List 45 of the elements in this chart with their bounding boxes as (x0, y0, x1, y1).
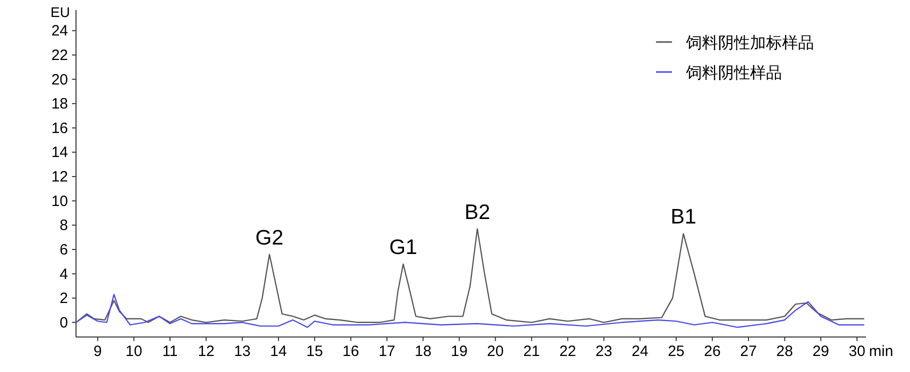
y-tick-label: 2 (60, 290, 68, 308)
x-tick-label: 30 (848, 343, 866, 360)
x-tick-label: 29 (812, 343, 830, 360)
x-tick-label: 15 (306, 343, 323, 360)
x-tick-label: 14 (270, 343, 287, 360)
x-tick-label: 16 (342, 343, 360, 360)
x-tick-label: 11 (162, 343, 178, 360)
x-tick-label: 10 (126, 343, 142, 360)
x-tick-label: 13 (234, 343, 251, 360)
x-tick-label: 28 (776, 343, 793, 360)
x-tick-label: 27 (740, 343, 757, 360)
x-tick-label: 21 (523, 343, 540, 360)
y-tick-label: 24 (51, 22, 68, 40)
x-tick-label: 19 (450, 343, 468, 360)
line-series (75, 228, 865, 324)
x-tick-label: 23 (596, 343, 612, 360)
annotation: G2 (255, 226, 284, 250)
x-tick-label: 25 (668, 343, 685, 360)
x-tick-label: 22 (559, 343, 576, 360)
y-tick-label: 0 (60, 314, 68, 332)
y-tick-label: 12 (51, 168, 68, 186)
legend-label: 饲料阴性加标样品 (685, 34, 814, 52)
annotation: B2 (464, 200, 490, 224)
y-tick-label: 20 (51, 71, 68, 88)
y-tick-label: 18 (51, 96, 68, 113)
y-tick-label: 4 (60, 266, 68, 283)
y-tick-label: 22 (51, 46, 68, 64)
y-tick-label: 16 (51, 120, 68, 137)
legend-label: 饲料阴性样品 (685, 64, 782, 82)
y-axis-title: EU (50, 4, 70, 20)
y-tick-label: 6 (60, 241, 68, 258)
x-tick-label: 24 (632, 343, 648, 360)
x-tick-label: 26 (704, 343, 721, 360)
x-tick-label: 20 (487, 343, 504, 360)
y-tick-label: 14 (51, 144, 68, 162)
line-series (75, 294, 865, 328)
annotation: B1 (670, 206, 696, 229)
x-axis-title: min (869, 343, 894, 360)
x-tick-label: 12 (198, 343, 215, 360)
y-tick-label: 10 (51, 192, 68, 210)
x-tick-label: 17 (378, 343, 396, 360)
x-tick-label: 9 (94, 343, 102, 360)
y-tick-label: 8 (60, 217, 68, 234)
annotation: G1 (389, 236, 418, 260)
x-tick-label: 18 (414, 343, 432, 360)
